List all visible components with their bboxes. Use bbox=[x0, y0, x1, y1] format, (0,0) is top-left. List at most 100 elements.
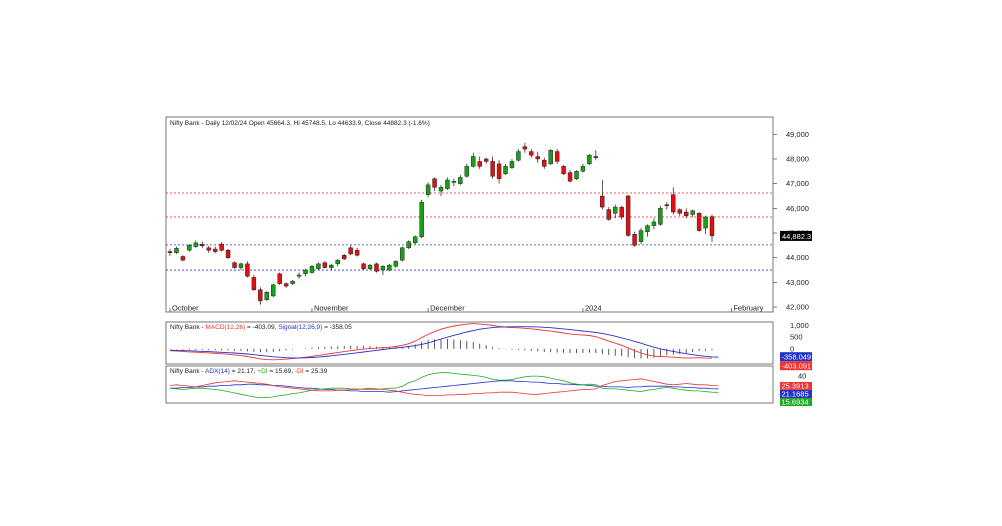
month-label: February bbox=[733, 304, 763, 313]
adx-value-tag-bg bbox=[780, 390, 812, 398]
adx-title-adx: ADX(14) bbox=[205, 368, 230, 375]
candle-body bbox=[542, 159, 547, 167]
candle bbox=[271, 283, 276, 298]
candle bbox=[238, 262, 244, 271]
candle-body bbox=[458, 177, 463, 184]
signal-line bbox=[169, 326, 719, 359]
candle bbox=[258, 287, 263, 305]
candle bbox=[522, 142, 528, 153]
candle-body bbox=[567, 172, 573, 182]
macd-title-signal: Signal(12,26,9) bbox=[278, 324, 322, 331]
candle bbox=[645, 224, 650, 237]
adx-title-mid1: = 21.17, bbox=[230, 368, 257, 375]
candle bbox=[696, 212, 702, 232]
candle-body bbox=[658, 208, 663, 225]
candle bbox=[348, 245, 353, 256]
candle-body bbox=[438, 187, 444, 192]
candle-body bbox=[316, 263, 321, 270]
candle-body bbox=[471, 156, 476, 167]
candle-body bbox=[354, 250, 360, 256]
candle-body bbox=[322, 262, 328, 268]
candle bbox=[658, 205, 663, 226]
candle bbox=[329, 263, 334, 271]
candle-body bbox=[696, 213, 702, 231]
candle bbox=[535, 151, 540, 163]
adx-title-mid2: = 15.69, bbox=[268, 368, 295, 375]
candle bbox=[664, 202, 670, 210]
candle bbox=[174, 246, 179, 254]
candle-body bbox=[671, 194, 676, 213]
candle bbox=[483, 157, 489, 164]
candle-body bbox=[387, 264, 392, 271]
candle-body bbox=[264, 292, 269, 300]
candle-body bbox=[187, 245, 192, 251]
candle bbox=[516, 149, 521, 162]
candle bbox=[277, 272, 282, 285]
candle bbox=[593, 150, 599, 161]
candle-body bbox=[477, 161, 482, 167]
price-y-tick-label: 42,000 bbox=[786, 303, 809, 312]
adx-panel: Nifty Bank - ADX(14) = 21.17, +DI = 15.6… bbox=[165, 365, 812, 407]
candle bbox=[542, 157, 547, 169]
candle bbox=[374, 262, 379, 273]
candle bbox=[503, 163, 508, 176]
candle bbox=[613, 204, 618, 219]
candle bbox=[587, 154, 592, 166]
candle bbox=[567, 170, 573, 183]
price-y-tick-label: 49,000 bbox=[786, 130, 809, 139]
candle-body bbox=[496, 163, 502, 179]
candle-body bbox=[167, 251, 173, 253]
candle bbox=[225, 249, 231, 259]
candle bbox=[193, 240, 199, 248]
candle bbox=[490, 156, 495, 179]
candle-body bbox=[367, 264, 373, 270]
candle-body bbox=[638, 230, 644, 242]
price-y-tick-label: 44,000 bbox=[786, 253, 809, 262]
month-label: 2024 bbox=[585, 304, 602, 313]
adx-title-plus: +DI bbox=[257, 368, 267, 375]
macd-title-suffix: = -358.05 bbox=[322, 324, 352, 331]
price-y-axis: 42,00043,00044,00045,00046,00047,00048,0… bbox=[773, 130, 809, 312]
candle-body bbox=[400, 247, 405, 261]
candle bbox=[600, 179, 605, 210]
candle bbox=[367, 263, 373, 271]
candle bbox=[677, 208, 682, 216]
candle bbox=[445, 177, 450, 190]
price-plot-area bbox=[165, 116, 774, 313]
candle-body bbox=[335, 259, 340, 265]
candle-body bbox=[251, 277, 257, 290]
candle-body bbox=[561, 166, 566, 174]
macd-chart-title: Nifty Bank - MACD(12,26) = -403.09, Sign… bbox=[170, 324, 352, 331]
candle bbox=[438, 184, 444, 196]
candle-body bbox=[503, 166, 508, 174]
adx-value-tag: 21.1685 bbox=[780, 390, 812, 399]
candle bbox=[264, 291, 269, 301]
macd-y-tick-label: 500 bbox=[790, 333, 803, 342]
candle-body bbox=[600, 195, 605, 208]
candle-body bbox=[200, 243, 205, 247]
candle-body bbox=[238, 263, 244, 268]
candle-body bbox=[664, 204, 670, 207]
macd-y-tick-label: 1,000 bbox=[790, 321, 809, 330]
candle bbox=[509, 158, 515, 169]
adx-value-tag-label: 25.3913 bbox=[782, 382, 809, 391]
candle-body bbox=[245, 263, 250, 277]
adx-value-tag-label: 21.1685 bbox=[782, 390, 809, 399]
candle-body bbox=[232, 262, 237, 268]
candle bbox=[496, 160, 502, 184]
candle bbox=[451, 178, 457, 187]
candle-body bbox=[619, 206, 624, 218]
candle-body bbox=[509, 161, 515, 168]
macd-y-axis: 1,000 500 0 bbox=[790, 321, 809, 353]
candle-body bbox=[464, 166, 470, 177]
macd-title-prefix: Nifty Bank - bbox=[170, 324, 205, 331]
candle-body bbox=[703, 216, 708, 229]
adx-value-tag-bg bbox=[780, 398, 812, 406]
candle bbox=[709, 214, 715, 243]
candle bbox=[290, 279, 295, 285]
candle bbox=[671, 187, 676, 215]
month-label: December bbox=[430, 304, 465, 313]
candle bbox=[471, 152, 476, 168]
candle-body bbox=[219, 243, 224, 251]
candle bbox=[322, 261, 328, 269]
